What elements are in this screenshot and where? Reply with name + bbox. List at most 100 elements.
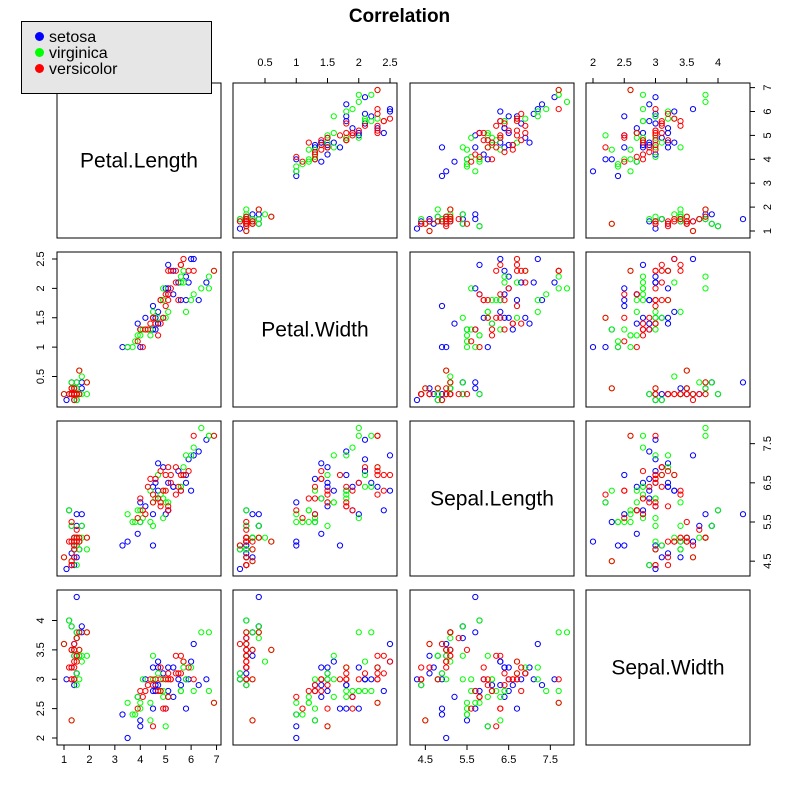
- point-setosa: [438, 391, 446, 398]
- point-versicolor: [522, 279, 529, 286]
- point-versicolor: [443, 391, 450, 398]
- point-versicolor: [602, 144, 609, 151]
- point-versicolor: [468, 705, 475, 712]
- point-versicolor: [167, 676, 174, 683]
- point-versicolor: [374, 652, 381, 659]
- point-virginica: [343, 687, 350, 695]
- point-versicolor: [455, 635, 462, 642]
- point-virginica: [330, 129, 337, 137]
- point-versicolor: [664, 137, 672, 144]
- point-setosa: [324, 687, 331, 695]
- point-versicolor: [142, 687, 149, 695]
- point-virginica: [129, 711, 136, 718]
- point-versicolor: [652, 475, 659, 482]
- point-virginica: [484, 723, 491, 730]
- point-virginica: [355, 687, 362, 695]
- point-virginica: [73, 396, 80, 404]
- point-versicolor: [621, 487, 628, 494]
- point-setosa: [73, 511, 80, 518]
- point-versicolor: [355, 127, 362, 134]
- point-versicolor: [167, 479, 174, 486]
- point-setosa: [361, 94, 369, 101]
- point-versicolor: [149, 723, 157, 730]
- point-setosa: [614, 172, 622, 180]
- point-setosa: [124, 538, 131, 545]
- point-setosa: [426, 670, 433, 677]
- point-virginica: [459, 314, 466, 321]
- point-virginica: [249, 534, 256, 541]
- point-setosa: [608, 156, 615, 163]
- point-versicolor: [343, 120, 350, 127]
- point-versicolor: [639, 326, 647, 333]
- point-virginica: [614, 338, 622, 345]
- point-setosa: [602, 344, 609, 351]
- point-virginica: [468, 134, 475, 141]
- point-virginica: [418, 682, 425, 689]
- point-versicolor: [160, 314, 167, 321]
- point-versicolor: [361, 122, 369, 129]
- point-virginica: [714, 223, 722, 230]
- point-versicolor: [311, 483, 319, 490]
- point-setosa: [293, 156, 300, 163]
- point-setosa: [652, 565, 659, 573]
- point-virginica: [180, 279, 187, 286]
- point-virginica: [355, 432, 362, 439]
- point-versicolor: [443, 646, 450, 654]
- point-versicolor: [165, 507, 172, 514]
- point-virginica: [677, 522, 684, 530]
- point-setosa: [505, 273, 512, 280]
- point-setosa: [355, 705, 362, 712]
- point-virginica: [633, 297, 640, 304]
- point-setosa: [505, 687, 512, 695]
- point-virginica: [639, 118, 647, 125]
- point-versicolor: [305, 687, 312, 695]
- point-setosa: [501, 314, 508, 321]
- point-versicolor: [68, 385, 75, 392]
- point-versicolor: [73, 534, 80, 541]
- point-virginica: [343, 491, 350, 498]
- point-versicolor: [513, 676, 521, 683]
- point-virginica: [205, 273, 212, 280]
- point-versicolor: [468, 158, 475, 165]
- point-virginica: [646, 216, 653, 223]
- point-versicolor: [501, 326, 508, 333]
- legend-item-virginica: virginica: [35, 46, 108, 62]
- point-setosa: [149, 302, 157, 310]
- point-setosa: [476, 687, 483, 695]
- point-virginica: [652, 396, 659, 404]
- point-virginica: [368, 483, 375, 490]
- point-virginica: [205, 687, 212, 695]
- point-setosa: [318, 664, 325, 671]
- point-setosa: [472, 144, 479, 151]
- point-virginica: [639, 291, 647, 298]
- point-versicolor: [318, 146, 325, 153]
- point-virginica: [633, 499, 640, 506]
- point-versicolor: [518, 137, 525, 144]
- point-setosa: [621, 113, 628, 120]
- point-setosa: [551, 676, 558, 683]
- point-setosa: [621, 471, 628, 479]
- point-virginica: [702, 273, 709, 280]
- point-virginica: [639, 279, 647, 286]
- point-setosa: [175, 676, 182, 683]
- point-setosa: [664, 460, 672, 467]
- point-versicolor: [677, 487, 684, 494]
- point-virginica: [160, 515, 167, 522]
- point-versicolor: [149, 314, 157, 321]
- point-virginica: [658, 396, 665, 404]
- point-virginica: [299, 518, 306, 526]
- point-versicolor: [343, 664, 350, 671]
- point-setosa: [538, 682, 546, 689]
- point-versicolor: [683, 385, 690, 392]
- point-setosa: [203, 676, 210, 683]
- point-versicolor: [324, 705, 331, 712]
- diagonal-label-Petal.Length: Petal.Length: [80, 150, 198, 173]
- point-setosa: [155, 320, 162, 327]
- point-virginica: [459, 211, 466, 218]
- point-versicolor: [434, 218, 441, 225]
- point-versicolor: [671, 471, 678, 479]
- point-virginica: [608, 146, 615, 153]
- point-setosa: [646, 487, 653, 494]
- point-setosa: [664, 483, 672, 490]
- point-versicolor: [418, 664, 425, 671]
